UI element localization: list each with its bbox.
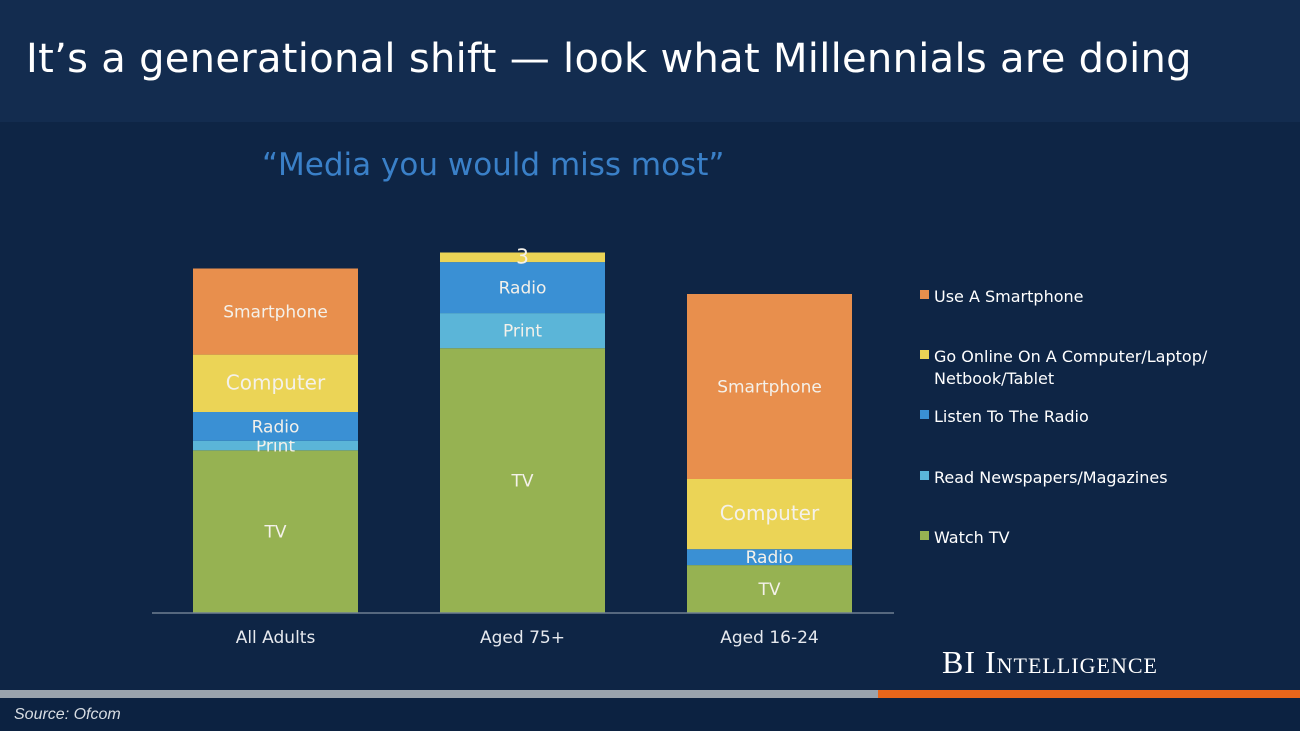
- data-label-radio: Radio: [252, 417, 300, 437]
- footer-divider-grey: [0, 690, 878, 698]
- legend-swatch: [920, 471, 929, 480]
- bar-segment-tv: [440, 348, 605, 613]
- legend-label: Read Newspapers/Magazines: [934, 468, 1168, 487]
- x-tick-labels: All Adults Aged 75+ Aged 16-24: [236, 628, 819, 648]
- data-label-tv: TV: [510, 472, 533, 492]
- legend-swatch: [920, 410, 929, 419]
- legend-label: Use A Smartphone: [934, 287, 1083, 306]
- legend-label: Listen To The Radio: [934, 407, 1089, 426]
- bar-segment-tv: [687, 565, 852, 613]
- chart-title: “Media you would miss most”: [262, 147, 724, 183]
- data-label-tv: TV: [757, 580, 780, 600]
- source-note: Source: Ofcom: [14, 706, 121, 723]
- legend-label: Go Online On A Computer/Laptop/: [934, 347, 1208, 366]
- legend-label: Watch TV: [934, 528, 1010, 547]
- stacked-bar-chart: “Media you would miss most” TVPrintRadio…: [152, 147, 1208, 648]
- bar-segment-radio: [440, 262, 605, 314]
- data-label-computer: Computer: [720, 501, 820, 525]
- data-label-computer: 3: [516, 244, 529, 268]
- x-tick-label: All Adults: [236, 628, 316, 648]
- bar-segment-print: [440, 313, 605, 349]
- bar-segment-print: [193, 440, 358, 451]
- footer-divider-orange: [878, 690, 1300, 698]
- bar-segment-radio: [687, 549, 852, 566]
- title-banner: [0, 0, 1300, 122]
- footer: [0, 698, 1300, 731]
- legend: Use A Smartphone Go Online On A Computer/…: [920, 287, 1208, 547]
- legend-swatch: [920, 531, 929, 540]
- x-tick-label: Aged 75+: [480, 628, 565, 648]
- brand-logo: BI Intelligence: [942, 644, 1158, 680]
- data-label-print: Print: [256, 437, 295, 457]
- bar-segment-computer: [193, 354, 358, 412]
- data-label-radio: Radio: [499, 279, 547, 299]
- legend-label: Netbook/Tablet: [934, 369, 1054, 388]
- data-label-smartphone: Smartphone: [717, 378, 822, 398]
- data-label-print: Print: [503, 322, 542, 342]
- bar-segment-smartphone: [687, 294, 852, 479]
- data-label-smartphone: Smartphone: [223, 303, 328, 323]
- data-label-tv: TV: [263, 523, 286, 543]
- legend-swatch: [920, 350, 929, 359]
- bar-segment-computer: [440, 252, 605, 263]
- bar-segment-tv: [193, 450, 358, 613]
- bars-group: TVPrintRadioComputerSmartphoneTVPrintRad…: [193, 244, 852, 613]
- data-label-radio: Radio: [746, 548, 794, 568]
- data-label-computer: Computer: [226, 370, 326, 394]
- bar-segment-radio: [193, 412, 358, 441]
- bar-segment-smartphone: [193, 268, 358, 355]
- page-title: It’s a generational shift — look what Mi…: [26, 36, 1192, 82]
- legend-swatch: [920, 290, 929, 299]
- bar-segment-computer: [687, 479, 852, 550]
- x-tick-label: Aged 16-24: [720, 628, 818, 648]
